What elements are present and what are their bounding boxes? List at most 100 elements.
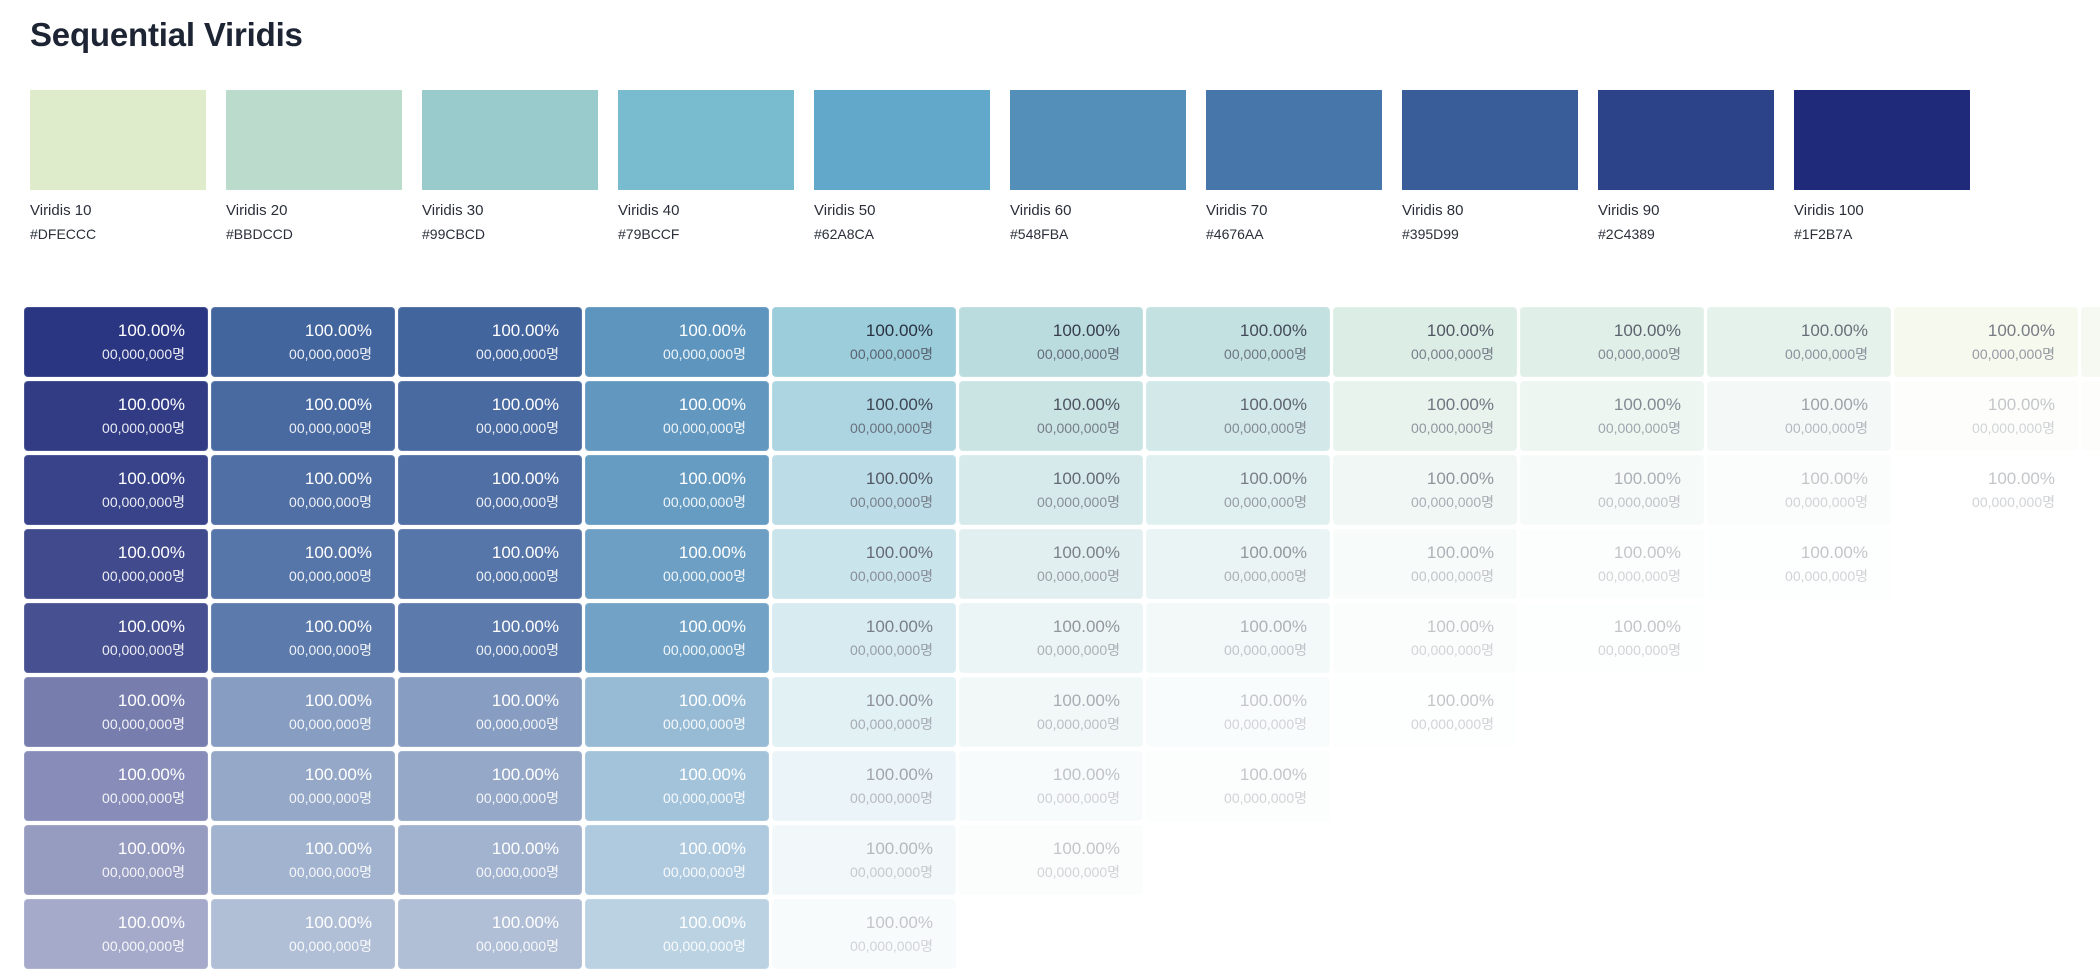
cell-percent: 100.00% bbox=[678, 617, 746, 636]
swatch-name: Viridis 20 bbox=[226, 202, 288, 219]
cell-count: 00,000,000명 bbox=[289, 864, 372, 880]
cell-count: 00,000,000명 bbox=[289, 716, 372, 732]
grid-cell: 100.00% 00,000,000명 bbox=[398, 381, 582, 451]
grid-cell: 100.00% 00,000,000명 bbox=[211, 529, 395, 599]
cell-percent: 100.00% bbox=[1800, 395, 1868, 414]
cell-percent: 100.00% bbox=[678, 691, 746, 710]
cell-count: 00,000,000명 bbox=[1224, 420, 1307, 436]
cell-count: 00,000,000명 bbox=[1224, 568, 1307, 584]
cell-percent: 100.00% bbox=[1800, 469, 1868, 488]
cell-percent: 100.00% bbox=[304, 691, 372, 710]
grid-cell: 100.00% 00,000,000명 bbox=[1520, 455, 1704, 525]
cell-percent: 100.00% bbox=[1426, 395, 1494, 414]
cell-count: 00,000,000명 bbox=[1785, 420, 1868, 436]
grid-cell: 100.00% 00,000,000명 bbox=[398, 307, 582, 377]
grid-cell: 100.00% 00,000,000명 bbox=[1520, 603, 1704, 673]
cell-count: 00,000,000명 bbox=[1224, 642, 1307, 658]
cell-percent: 100.00% bbox=[304, 321, 372, 340]
cell-percent: 100.00% bbox=[117, 321, 185, 340]
cell-percent: 100.00% bbox=[304, 765, 372, 784]
grid-cell: 100.00% 00,000,000명 bbox=[1894, 381, 2078, 451]
cell-count: 00,000,000명 bbox=[1972, 346, 2055, 362]
cell-percent: 100.00% bbox=[1426, 543, 1494, 562]
cell-count: 00,000,000명 bbox=[663, 642, 746, 658]
swatch-name: Viridis 40 bbox=[618, 202, 680, 219]
cell-percent: 100.00% bbox=[1052, 839, 1120, 858]
cell-percent: 100.00% bbox=[1052, 691, 1120, 710]
cell-count: 00,000,000명 bbox=[1972, 494, 2055, 510]
cell-percent: 100.00% bbox=[1426, 617, 1494, 636]
cell-percent: 100.00% bbox=[1987, 321, 2055, 340]
grid-cell: 100.00% 00,000,000명 bbox=[585, 825, 769, 895]
grid-cell: 100.00% 00,000,000명 bbox=[585, 529, 769, 599]
grid-cell: 100.00% 00,000,000명 bbox=[211, 825, 395, 895]
swatch-chip bbox=[1010, 90, 1186, 190]
cell-count: 00,000,000명 bbox=[850, 420, 933, 436]
swatch-chip bbox=[1402, 90, 1578, 190]
cell-percent: 100.00% bbox=[678, 839, 746, 858]
grid-cell: 100.00% 00,000,000명 bbox=[585, 603, 769, 673]
cell-percent: 100.00% bbox=[304, 617, 372, 636]
cell-count: 00,000,000명 bbox=[289, 790, 372, 806]
grid-cell: 100.00% 00,000,000명 bbox=[585, 307, 769, 377]
swatch-5: Viridis 50 #62A8CA bbox=[814, 90, 990, 242]
swatch-chip bbox=[618, 90, 794, 190]
cell-count: 00,000,000명 bbox=[289, 420, 372, 436]
cell-percent: 100.00% bbox=[1052, 395, 1120, 414]
grid-cell: 100.00% 00,000,000명 bbox=[24, 899, 208, 969]
cell-percent: 100.00% bbox=[1052, 469, 1120, 488]
swatch-chip bbox=[814, 90, 990, 190]
cell-percent: 100.00% bbox=[304, 839, 372, 858]
cell-percent: 100.00% bbox=[1987, 469, 2055, 488]
cell-count: 00,000,000명 bbox=[2081, 494, 2100, 511]
grid-cell: 100.00% 00,000,000명 bbox=[959, 381, 1143, 451]
cell-count: 00,000,000명 bbox=[102, 346, 185, 362]
cell-count: 00,000,000명 bbox=[663, 938, 746, 954]
cell-count: 00,000,000명 bbox=[850, 568, 933, 584]
grid-cell: 100.00% 00,000,000명 bbox=[772, 455, 956, 525]
cell-count: 00,000,000명 bbox=[2081, 420, 2100, 437]
cell-percent: 100.00% bbox=[491, 765, 559, 784]
swatch-name: Viridis 80 bbox=[1402, 202, 1464, 219]
swatch-2: Viridis 20 #BBDCCD bbox=[226, 90, 402, 242]
cell-count: 00,000,000명 bbox=[102, 642, 185, 658]
cell-percent: 100.00% bbox=[865, 543, 933, 562]
cell-percent: 100.00% bbox=[1426, 691, 1494, 710]
grid-cell: 100.00% 00,000,000명 bbox=[1146, 455, 1330, 525]
grid-cell: 100.00% 00,000,000명 bbox=[772, 751, 956, 821]
cell-count: 00,000,000명 bbox=[476, 642, 559, 658]
cell-count: 00,000,000명 bbox=[476, 938, 559, 954]
cell-count: 00,000,000명 bbox=[850, 346, 933, 362]
grid-cell: 100.00% 00,000,000명 bbox=[585, 677, 769, 747]
cell-count: 00,000,000명 bbox=[1598, 420, 1681, 436]
cell-percent: 100.00% bbox=[1613, 395, 1681, 414]
grid-cell: 100.00% 00,000,000명 bbox=[959, 825, 1143, 895]
swatch-hex: #2C4389 bbox=[1598, 226, 1655, 242]
cell-count: 00,000,000명 bbox=[1411, 494, 1494, 510]
grid-cell: 100.00% 00,000,000명 bbox=[211, 899, 395, 969]
cell-count: 00,000,000명 bbox=[1037, 864, 1120, 880]
cell-count: 00,000,000명 bbox=[850, 790, 933, 806]
cell-percent: 100.00% bbox=[304, 469, 372, 488]
cell-percent: 100.00% bbox=[865, 617, 933, 636]
cell-percent: 100.00% bbox=[1613, 543, 1681, 562]
swatch-7: Viridis 70 #4676AA bbox=[1206, 90, 1382, 242]
cell-count: 00,000,000명 bbox=[476, 716, 559, 732]
swatch-1: Viridis 10 #DFECCC bbox=[30, 90, 206, 242]
cell-count: 00,000,000명 bbox=[663, 568, 746, 584]
cell-count: 00,000,000명 bbox=[1224, 494, 1307, 510]
cell-percent: 100.00% bbox=[1052, 321, 1120, 340]
grid-cell: 100.00% 00,000,000명 bbox=[959, 677, 1143, 747]
cell-percent: 100.00% bbox=[865, 913, 933, 932]
cell-percent: 100.00% bbox=[678, 469, 746, 488]
swatch-10: Viridis 100 #1F2B7A bbox=[1794, 90, 1970, 242]
grid-cell: 100.00% 00,000,000명 bbox=[24, 529, 208, 599]
cell-count: 00,000,000명 bbox=[476, 346, 559, 362]
cell-percent: 100.00% bbox=[1800, 321, 1868, 340]
grid-cell: 100.00% 00,000,000명 bbox=[1707, 529, 1891, 599]
cell-count: 00,000,000명 bbox=[1037, 346, 1120, 362]
cell-percent: 100.00% bbox=[678, 765, 746, 784]
cell-percent: 100.00% bbox=[1613, 469, 1681, 488]
grid-cell: 100.00% 00,000,000명 bbox=[2081, 455, 2100, 525]
cell-percent: 100.00% bbox=[304, 543, 372, 562]
